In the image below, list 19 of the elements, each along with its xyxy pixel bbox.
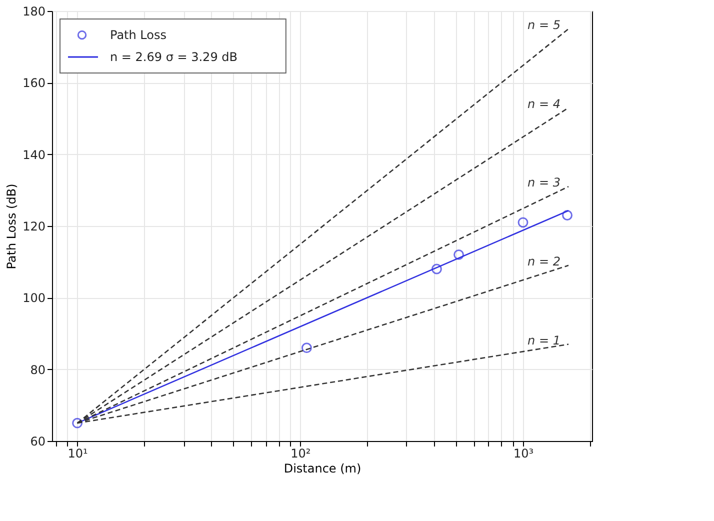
y-axis-title: Path Loss (dB) (4, 184, 19, 270)
legend-label: n = 2.69 σ = 3.29 dB (110, 50, 238, 64)
y-tick-label: 120 (22, 220, 46, 234)
x-tick-label: 10³ (513, 446, 534, 460)
y-tick-label: 80 (30, 362, 46, 377)
series-label: n = 2 (528, 254, 560, 268)
y-tick-label: 100 (22, 291, 46, 306)
y-tick-label: 160 (22, 76, 46, 90)
y-tick-label: 60 (30, 434, 46, 448)
legend-label: Path Loss (110, 28, 166, 42)
series-label: n = 1 (528, 333, 560, 348)
x-axis-title: Distance (m) (284, 462, 362, 476)
y-tick-label: 180 (22, 4, 46, 18)
series-label: n = 5 (528, 18, 560, 32)
x-tick-label: 10¹ (68, 446, 88, 460)
x-tick-label: 10² (290, 446, 311, 460)
y-tick-label: 140 (22, 148, 46, 162)
series-label: n = 4 (528, 96, 560, 111)
series-label: n = 3 (528, 176, 560, 190)
